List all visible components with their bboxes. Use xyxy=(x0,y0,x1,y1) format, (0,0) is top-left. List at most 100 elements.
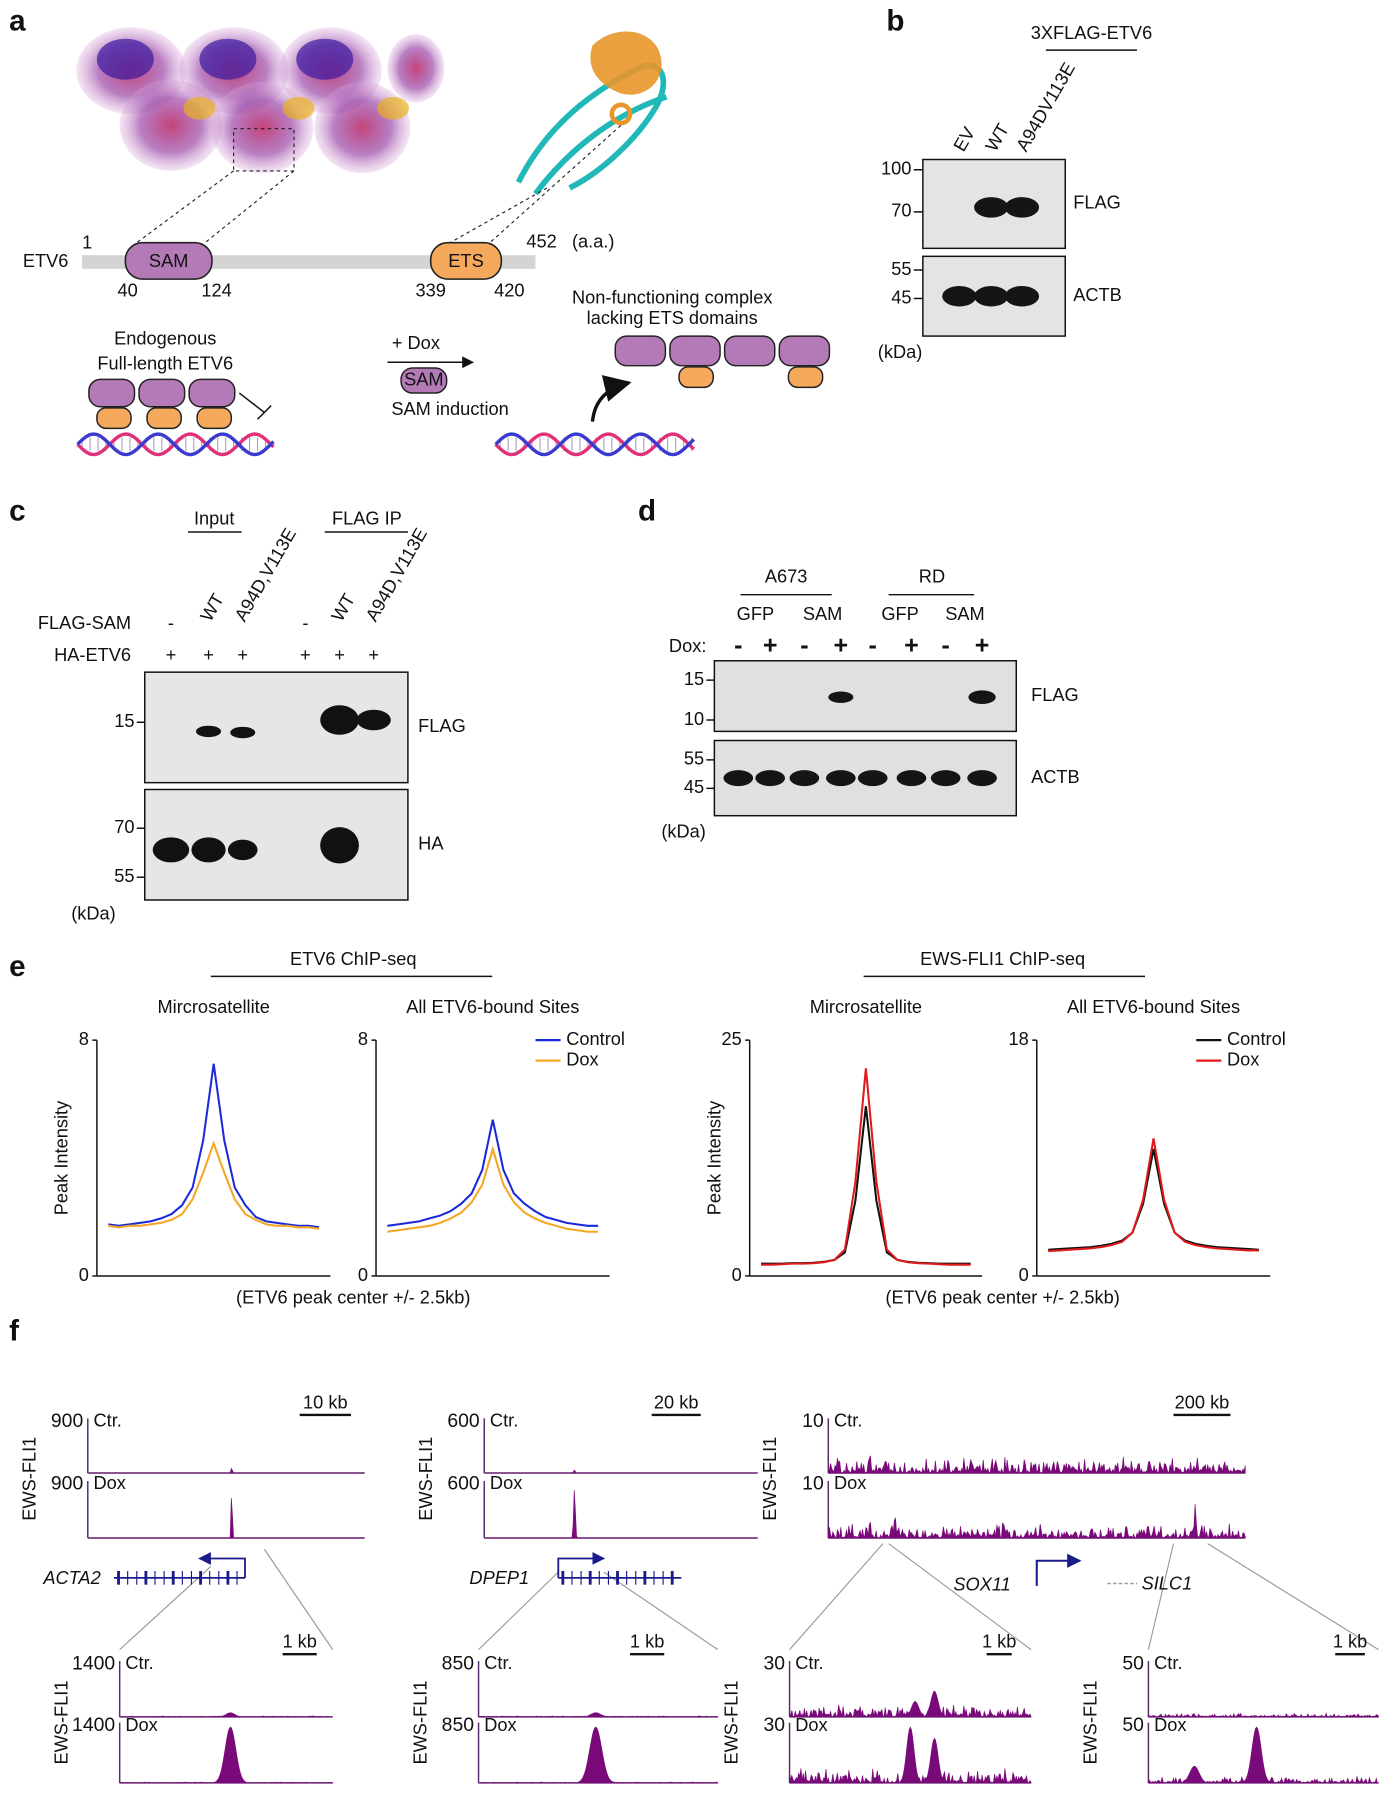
legend-label: Control xyxy=(1227,1029,1286,1049)
zoom-connector xyxy=(263,1549,334,1650)
schematic-text: Full-length ETV6 xyxy=(97,353,233,373)
domain-start: 40 xyxy=(118,280,138,300)
marker: 10 xyxy=(684,709,704,729)
track-max: 1400 xyxy=(72,1653,115,1675)
signal xyxy=(789,1690,1032,1718)
zoom-connector xyxy=(478,1571,559,1651)
induced-domain: SAM xyxy=(404,369,443,389)
tss-arrow xyxy=(198,1552,246,1578)
band xyxy=(857,770,888,787)
marker: 70 xyxy=(114,817,134,837)
sam-polymer-structure xyxy=(76,27,445,174)
y-tick-label: 18 xyxy=(1009,1029,1029,1049)
y-tick-label: 25 xyxy=(721,1029,741,1049)
band xyxy=(789,770,820,787)
signal xyxy=(789,1726,1032,1785)
track-ylabel: EWS-FLI1 xyxy=(760,1437,780,1521)
sam-domain xyxy=(138,378,186,408)
track-ylabel: EWS-FLI1 xyxy=(416,1437,436,1521)
domain-name: SAM xyxy=(149,251,188,271)
dox-cell: - xyxy=(941,632,949,660)
track-max: 850 xyxy=(442,1714,475,1736)
tss-arrow xyxy=(557,1552,606,1578)
band xyxy=(896,770,927,787)
construct: SAM xyxy=(945,604,984,624)
scale-label: 1 kb xyxy=(630,1632,664,1652)
domain-end: 124 xyxy=(201,280,231,300)
track-max: 900 xyxy=(51,1410,84,1432)
band xyxy=(930,770,961,787)
legend-label: Control xyxy=(566,1029,625,1049)
band xyxy=(320,827,359,864)
series-line xyxy=(387,1119,599,1227)
domain-end: 420 xyxy=(494,280,524,300)
marker: 15 xyxy=(114,711,134,731)
band xyxy=(230,726,256,739)
treatment: + Dox xyxy=(392,333,440,353)
signal xyxy=(87,1467,365,1474)
legend-label: Dox xyxy=(566,1049,598,1069)
band xyxy=(196,725,222,738)
zoom-connector xyxy=(1207,1543,1379,1651)
sam-domain xyxy=(88,378,136,408)
blot-label: HA xyxy=(418,834,444,854)
track-name: Ctr. xyxy=(93,1411,121,1431)
marker: 45 xyxy=(891,287,911,307)
cell: + xyxy=(237,645,248,665)
lane-label: WT xyxy=(982,120,1013,155)
track-name: Dox xyxy=(1154,1715,1186,1735)
panel-label: f xyxy=(9,1315,19,1348)
marker: 55 xyxy=(684,749,704,769)
y-label: Peak Intensity xyxy=(704,1100,724,1215)
signal xyxy=(484,1490,758,1539)
zoom-connector xyxy=(119,1566,212,1651)
chart-subtitle: All ETV6-bound Sites xyxy=(1067,997,1240,1017)
domain xyxy=(429,241,503,280)
track-max: 50 xyxy=(1122,1653,1144,1675)
construct: SAM xyxy=(803,604,842,624)
signal xyxy=(87,1498,365,1539)
track-max: 50 xyxy=(1122,1714,1144,1736)
tss-arrow xyxy=(1035,1553,1082,1586)
dna-strand xyxy=(76,432,275,457)
track-name: Dox xyxy=(484,1715,516,1735)
zoom-connector xyxy=(888,1543,1032,1651)
zoom-connector xyxy=(603,1571,719,1651)
series-line xyxy=(387,1145,599,1233)
track-name: Ctr. xyxy=(795,1653,823,1673)
group-title: EWS-FLI1 ChIP-seq xyxy=(920,949,1085,969)
cell: + xyxy=(166,645,177,665)
series-line xyxy=(1048,1148,1259,1251)
ets-domain xyxy=(146,407,182,430)
ets-domain xyxy=(678,366,714,389)
row-label: FLAG-SAM xyxy=(38,613,131,633)
track-name: Ctr. xyxy=(834,1411,862,1431)
dox-cell: + xyxy=(975,632,990,660)
cell: + xyxy=(368,645,379,665)
track-name: Ctr. xyxy=(484,1653,512,1673)
induction-label: SAM induction xyxy=(391,399,508,419)
dox-cell: + xyxy=(834,632,849,660)
scale-label: 10 kb xyxy=(303,1392,348,1412)
track-max: 10 xyxy=(802,1473,824,1495)
band xyxy=(942,285,977,307)
signal xyxy=(478,1712,719,1718)
blot-label: ACTB xyxy=(1031,767,1080,787)
track-max: 30 xyxy=(763,1653,785,1675)
marker: 15 xyxy=(684,669,704,689)
dox-cell: - xyxy=(800,632,808,660)
marker: 45 xyxy=(684,777,704,797)
dashed-connectors xyxy=(136,124,622,244)
track-ylabel: EWS-FLI1 xyxy=(410,1681,430,1765)
track-ylabel: EWS-FLI1 xyxy=(20,1437,40,1521)
band xyxy=(828,691,854,703)
cell-line: RD xyxy=(919,566,945,586)
lane-label: A94DV113E xyxy=(1012,59,1079,155)
group-label: Input xyxy=(194,508,235,528)
residue-end: 452 xyxy=(526,231,556,251)
zoom-connector xyxy=(1147,1543,1175,1650)
track-name: Ctr. xyxy=(490,1411,518,1431)
band xyxy=(152,837,190,863)
cell: WT xyxy=(328,590,359,625)
